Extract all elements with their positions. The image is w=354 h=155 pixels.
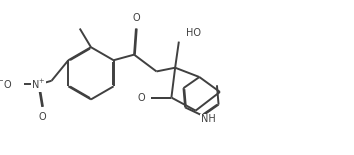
Text: O: O <box>38 113 46 122</box>
Text: O: O <box>138 93 145 103</box>
Text: $^{-}$O: $^{-}$O <box>0 78 12 91</box>
Text: HO: HO <box>186 28 201 38</box>
Text: O: O <box>132 13 140 23</box>
Text: NH: NH <box>201 114 216 124</box>
Text: N$^{+}$: N$^{+}$ <box>32 78 46 91</box>
